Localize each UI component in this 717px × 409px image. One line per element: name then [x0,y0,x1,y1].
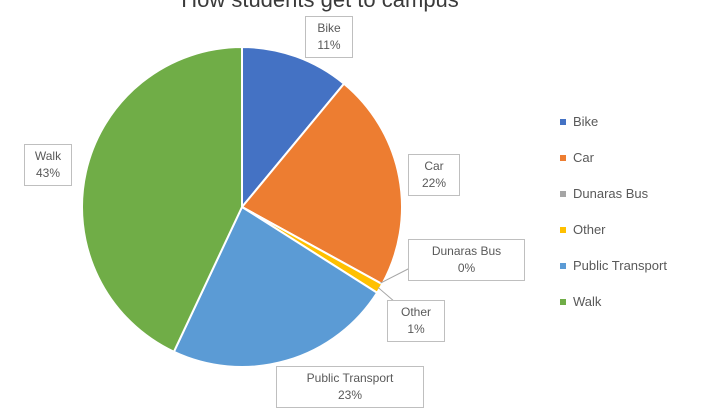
legend-swatch [560,227,566,233]
legend-item-public-transport: Public Transport [560,256,667,292]
legend-label: Other [573,222,606,237]
data-label-bike-name: Bike [317,21,341,35]
data-label-other: Other 1% [387,300,445,342]
pie-slices [81,45,403,368]
pie-slice-walk [81,45,243,354]
pie-slice-bike [241,45,346,210]
legend-item-car: Car [560,148,667,184]
data-label-walk: Walk 43% [24,144,72,186]
data-label-dunaras-bus-name: Dunaras Bus [431,244,502,258]
data-label-other-name: Other [400,305,431,319]
data-label-car-name: Car [424,159,444,173]
legend-item-bike: Bike [560,112,667,148]
leader-line-other [377,287,396,303]
data-label-car-value: 22% [421,176,447,190]
data-label-dunaras-bus-value: 0% [457,261,476,275]
legend-item-dunaras-bus: Dunaras Bus [560,184,667,220]
pie-slice-car [240,82,403,286]
legend-label: Walk [573,294,602,309]
data-label-walk-name: Walk [34,149,62,163]
chart-legend: Bike Car Dunaras Bus Other Public Transp… [560,112,667,328]
legend-swatch [560,191,566,197]
legend-item-other: Other [560,220,667,256]
legend-label: Dunaras Bus [573,186,649,201]
data-label-other-value: 1% [407,322,425,336]
pie-slice-public-transport [172,205,379,368]
leader-lines [377,267,411,303]
data-label-public-transport: Public Transport 23% [276,366,424,408]
legend-swatch [560,155,566,161]
legend-label: Car [573,150,594,165]
legend-swatch [560,119,566,125]
leader-line-dunaras-bus [380,267,411,284]
legend-item-walk: Walk [560,292,667,328]
data-label-dunaras-bus: Dunaras Bus 0% [408,239,525,281]
legend-swatch [560,299,566,305]
chart-title: How students get to campus [0,0,640,13]
data-label-public-transport-name: Public Transport [306,371,394,385]
legend-swatch [560,263,566,269]
data-label-public-transport-value: 23% [337,388,363,402]
data-label-bike: Bike 11% [305,16,353,58]
data-label-bike-value: 11% [317,38,341,52]
legend-label: Bike [573,114,599,129]
data-label-car: Car 22% [408,154,460,196]
legend-label: Public Transport [573,258,667,273]
data-label-walk-value: 43% [35,166,61,180]
